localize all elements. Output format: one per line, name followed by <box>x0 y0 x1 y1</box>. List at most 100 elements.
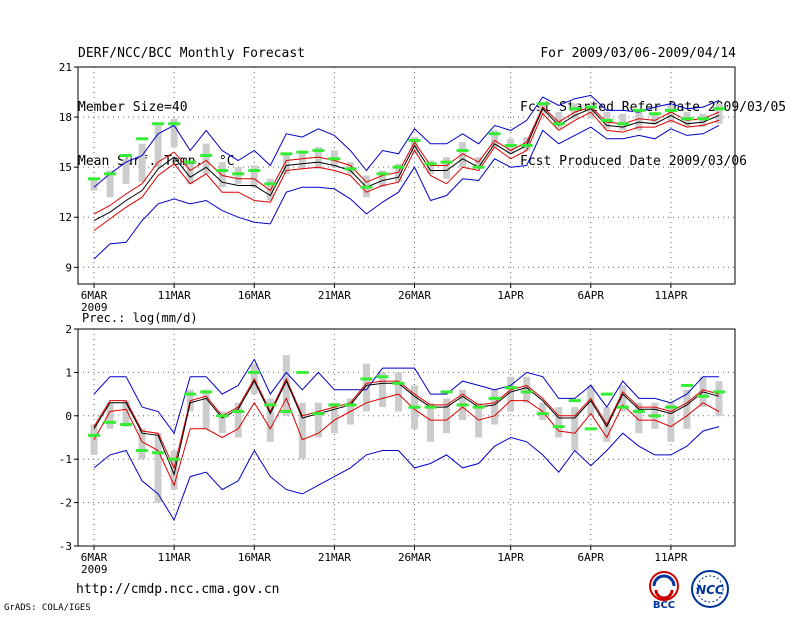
box-bar <box>138 428 146 460</box>
box-bar <box>106 170 114 198</box>
box-bar <box>122 400 130 427</box>
box-bar <box>619 385 627 412</box>
box-bar <box>667 402 675 442</box>
box-bar <box>282 355 290 416</box>
x-tick-label: 16MAR <box>238 551 271 564</box>
box-bar <box>90 178 98 191</box>
box-bar <box>715 381 723 416</box>
box-bar <box>218 411 226 434</box>
x-tick-label: 6APR <box>578 551 605 564</box>
series-line-mean <box>93 379 720 477</box>
box-bar <box>218 162 226 188</box>
box-bar <box>427 402 435 442</box>
box-bar <box>378 170 386 188</box>
precip-panel-label: Prec.: log(mm/d) <box>82 311 198 325</box>
box-bar <box>699 113 707 128</box>
produced-date: Fcst Produced Date 2009/03/06 <box>520 154 747 169</box>
box-bar <box>314 402 322 438</box>
x-tick-label: 26MAR <box>398 289 431 302</box>
box-bar <box>202 389 210 429</box>
y-tick-label: -3 <box>59 540 72 553</box>
x-tick-label: 26MAR <box>398 551 431 564</box>
bcc-logo: BCC <box>640 568 688 614</box>
plot-frame <box>77 66 736 285</box>
box-bar <box>683 389 691 429</box>
box-bar <box>106 402 114 429</box>
footer-url: http://cmdp.ncc.cma.gov.cn <box>76 582 280 597</box>
box-bar <box>491 389 499 425</box>
box-bar <box>138 143 146 183</box>
series-line-p25 <box>93 393 720 487</box>
forecast-period: For 2009/03/06-2009/04/14 <box>540 46 736 61</box>
series-line-max <box>93 358 719 435</box>
box-bar <box>619 113 627 131</box>
box-bar <box>362 363 370 412</box>
x-tick-label: 6APR <box>578 289 605 302</box>
y-tick-label: 12 <box>59 211 72 224</box>
x-tick-label: 11APR <box>654 289 687 302</box>
box-bar <box>394 372 402 412</box>
box-bar <box>635 108 643 131</box>
box-bar <box>250 165 258 188</box>
y-tick-label: -2 <box>59 497 72 510</box>
y-tick-label: 21 <box>59 61 72 74</box>
x-tick-sublabel: 2009 <box>81 563 108 576</box>
y-tick-label: 0 <box>65 410 72 423</box>
box-bar <box>475 157 483 169</box>
box-bar <box>234 402 242 438</box>
series-line-min <box>93 124 720 260</box>
box-bar <box>651 113 659 124</box>
y-tick-label: 2 <box>65 323 72 336</box>
box-bar <box>202 143 210 174</box>
box-bar <box>298 152 306 169</box>
x-tick-label: 11MAR <box>158 289 191 302</box>
series-line-mean <box>93 107 720 222</box>
box-bar <box>571 103 579 119</box>
box-bar <box>298 402 306 460</box>
x-tick-label: 6MAR <box>81 289 108 302</box>
box-bar <box>491 130 499 148</box>
box-bar <box>154 125 162 168</box>
y-tick-label: 15 <box>59 161 72 174</box>
box-bar <box>507 376 515 412</box>
box-bar <box>459 142 467 168</box>
box-bar <box>330 402 338 434</box>
x-tick-label: 21MAR <box>318 289 351 302</box>
series-line-max <box>93 94 720 188</box>
box-bar <box>555 407 563 438</box>
box-bar <box>443 398 451 434</box>
x-tick-label: 16MAR <box>238 289 271 302</box>
box-bar <box>523 376 531 403</box>
box-bar <box>314 147 322 169</box>
member-size: Member Size=40 <box>78 100 188 115</box>
plot-frame <box>77 328 736 547</box>
x-tick-sublabel: 2009 <box>81 301 108 314</box>
y-tick-label: -1 <box>59 453 72 466</box>
box-bar <box>282 153 290 174</box>
box-bar <box>555 112 563 129</box>
box-bar <box>170 450 178 490</box>
box-bar <box>427 160 435 174</box>
series-line-min <box>93 426 720 522</box>
x-tick-label: 21MAR <box>318 551 351 564</box>
box-bar <box>571 407 579 451</box>
box-bar <box>443 157 451 179</box>
y-tick-label: 18 <box>59 111 72 124</box>
series-line-p75 <box>93 106 720 215</box>
series-line-p25 <box>93 111 720 232</box>
box-bar <box>378 372 386 408</box>
bcc-logo-text: BCC <box>653 600 675 610</box>
ncc-logo-text: NCC <box>696 583 724 597</box>
box-bar <box>154 433 162 503</box>
y-tick-label: 9 <box>65 261 72 274</box>
box-bar <box>523 137 531 151</box>
box-bar <box>667 105 675 123</box>
box-bar <box>635 402 643 434</box>
y-tick-label: 1 <box>65 366 72 379</box>
box-bar <box>170 118 178 148</box>
box-bar <box>234 167 242 184</box>
x-tick-label: 6MAR <box>81 551 108 564</box>
